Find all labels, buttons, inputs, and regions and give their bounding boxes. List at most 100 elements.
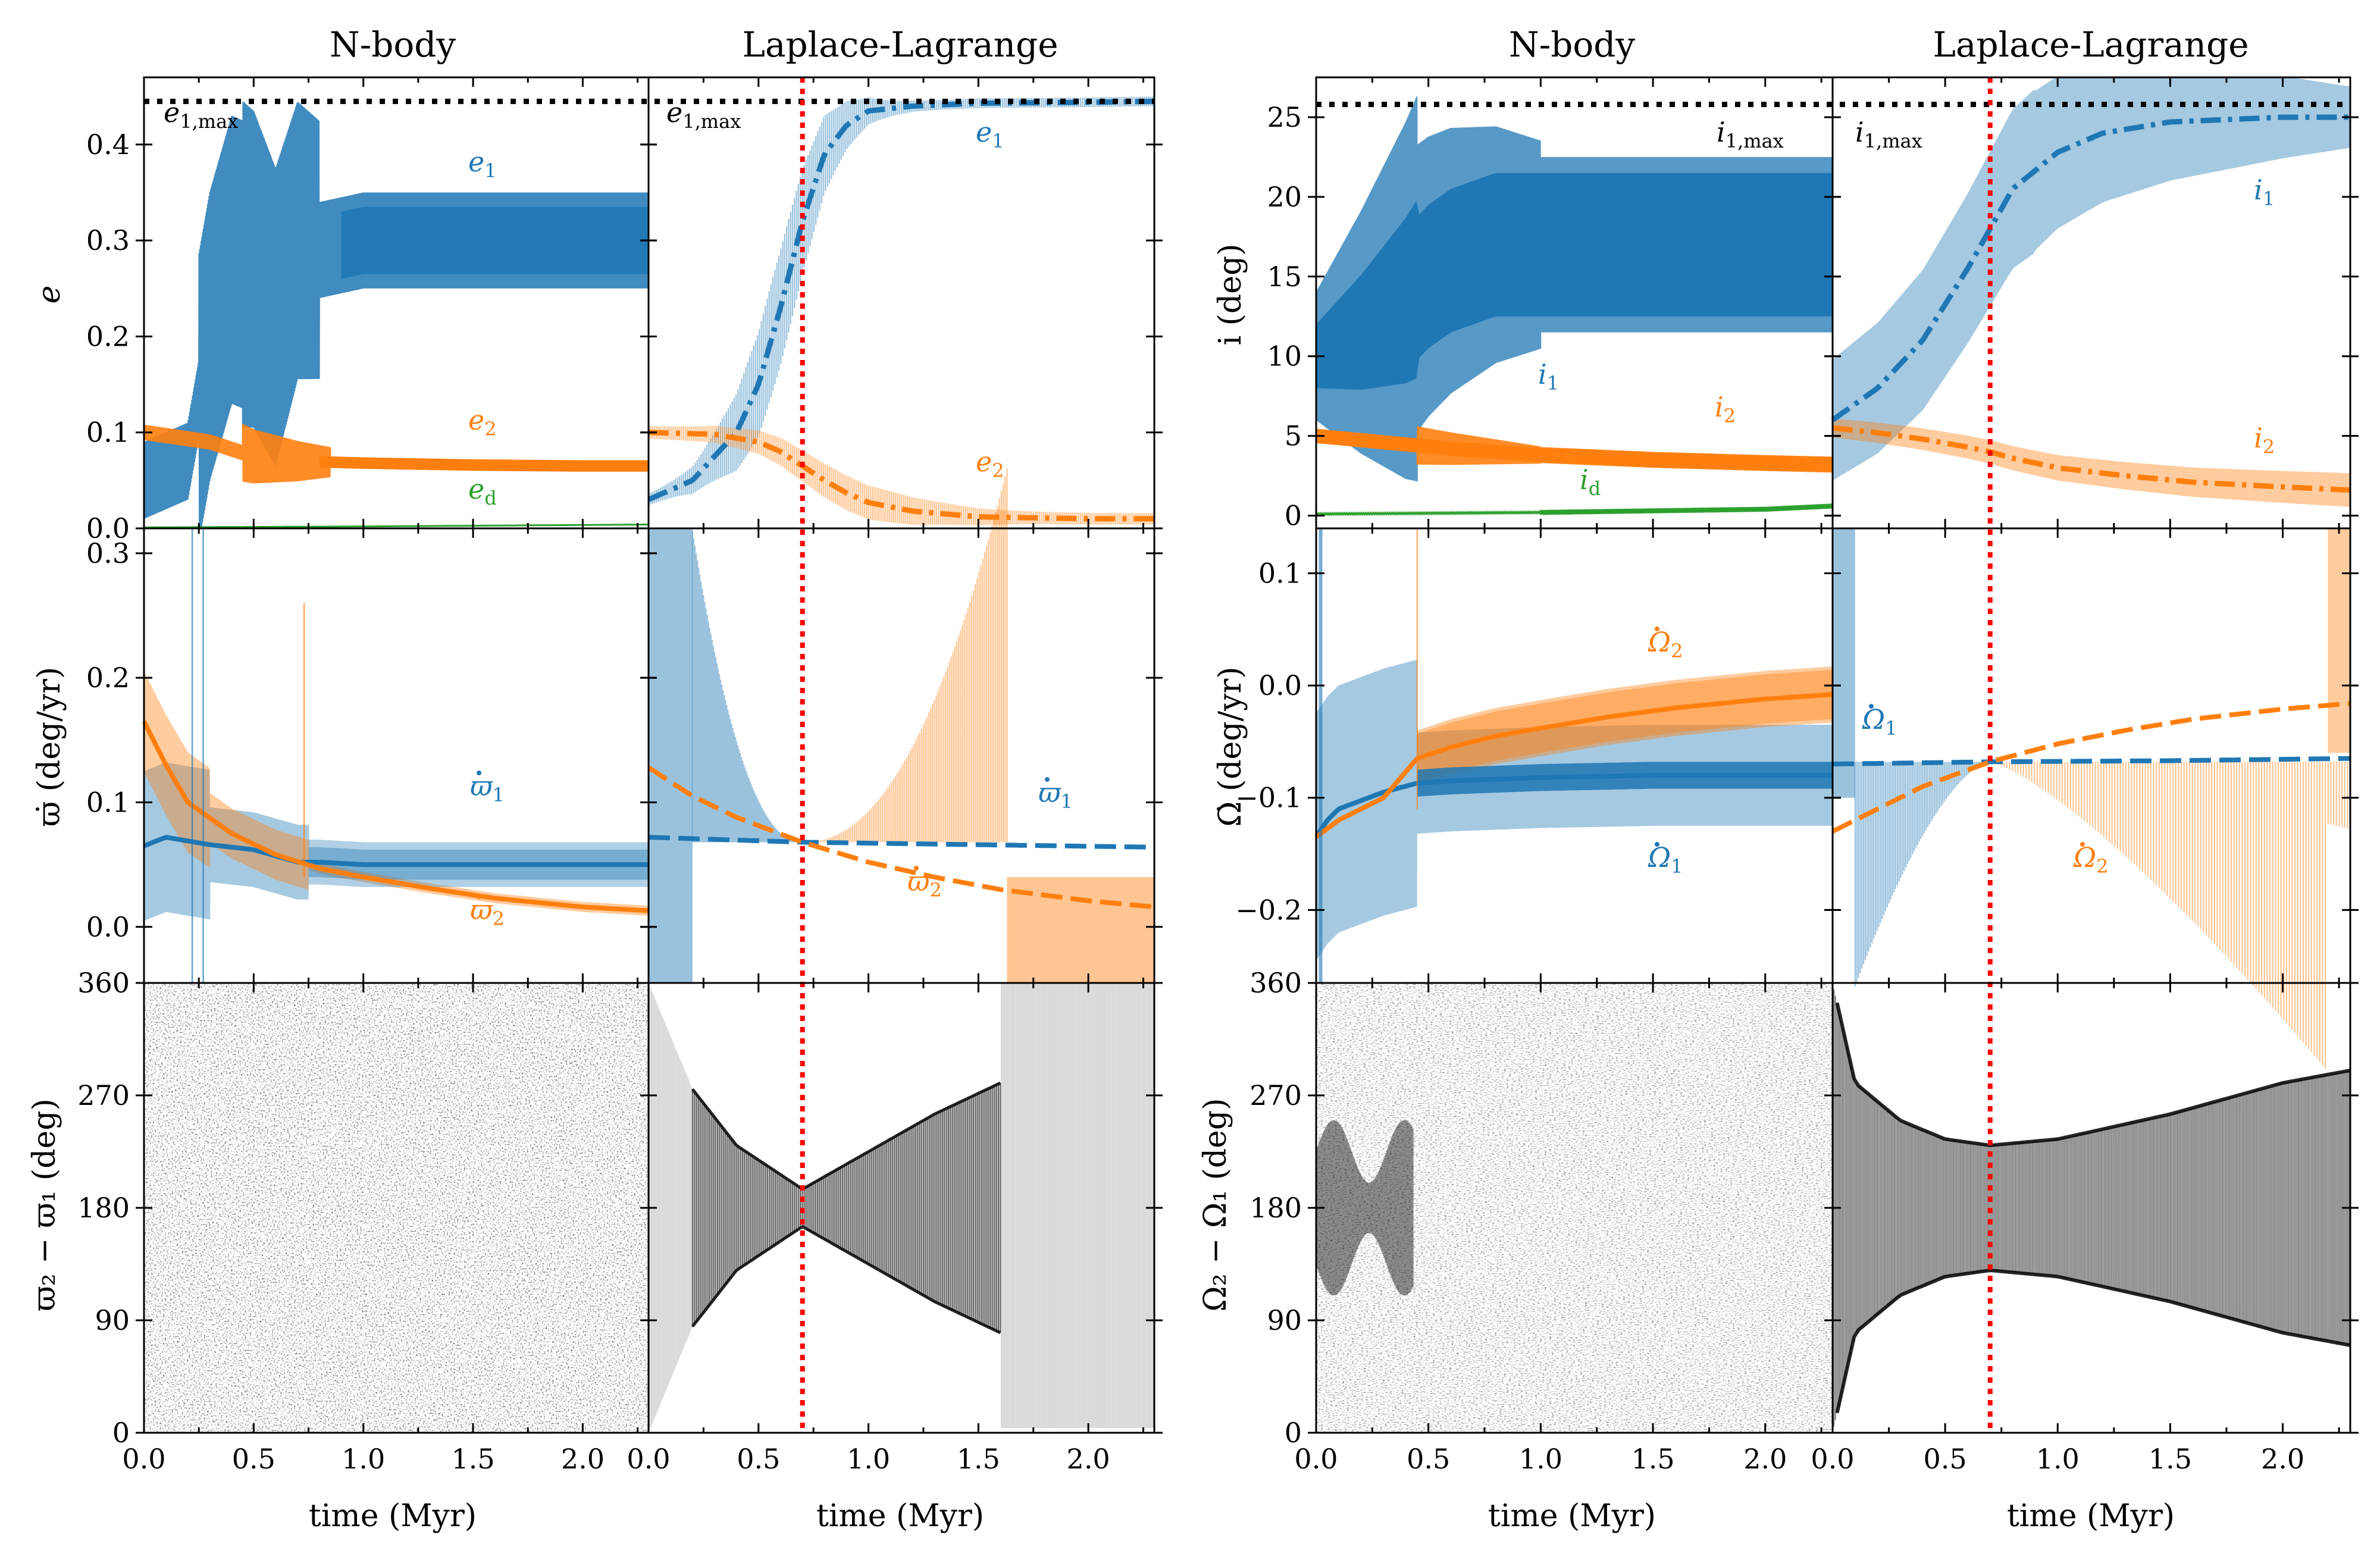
xtick-c0-3: 1.5: [451, 1443, 494, 1475]
ytick-c2-r0-1: 5: [1285, 420, 1302, 452]
O2-fan: [1992, 762, 2351, 1069]
nodal-envelope: [1831, 983, 2351, 1428]
ytick-c2-r0-4: 20: [1267, 181, 1302, 213]
w2-mean: [143, 720, 649, 913]
w2-oscillation: [143, 672, 649, 916]
xtick-c3-0: 0.0: [1811, 1443, 1854, 1475]
ytick-c2-r2-4: 360: [1250, 967, 1302, 999]
O2-band: [1417, 669, 1833, 784]
e2-mean: [648, 430, 1154, 522]
label-w2-ll: ϖ2: [907, 865, 942, 901]
label-e1-nbody: e1: [468, 146, 497, 182]
xtick-c2-1: 0.5: [1407, 1443, 1450, 1475]
O1-band: [1417, 762, 1833, 797]
w1-band-left: [649, 528, 693, 983]
w1-fan: [691, 531, 802, 843]
i1-oscillation: [1315, 96, 1834, 482]
label-O1-ll-dot: [1869, 704, 1874, 709]
ticks-c3-r0: [1824, 77, 2359, 528]
ll-varpi-dot-marks: [647, 468, 1154, 983]
O1-fan: [1854, 762, 1989, 987]
xlabel-left-nbody: time (Myr): [309, 1498, 477, 1534]
xtick-c2-0: 0.0: [1294, 1443, 1338, 1475]
label-i1-nbody: i1: [1538, 358, 1559, 394]
ytick-c0-r1-0: 0.0: [86, 911, 130, 943]
ticks-c3-r2: [1824, 982, 2359, 1434]
w1-oscillation: [143, 762, 649, 921]
label-w1-nbody-dot: [477, 771, 481, 775]
xtick-c1-2: 1.0: [847, 1443, 890, 1475]
panel-frame-c0-r1: [143, 527, 650, 984]
w2-mean: [647, 765, 1154, 910]
i1-band: [1833, 77, 2350, 481]
xtick-c0-0: 0.0: [122, 1443, 165, 1475]
i1-band: [1316, 173, 1833, 390]
label-O1-ll: Ω1: [1862, 703, 1897, 740]
ylabel-delta-omega: Ω₂ − Ω₁ (deg): [1198, 1098, 1233, 1312]
ytick-c2-r1-0: −0.2: [1235, 894, 1302, 926]
ytick-c2-r2-2: 180: [1250, 1192, 1302, 1224]
label-e2-nbody: e2: [468, 404, 497, 440]
label-ed-nbody: ed: [468, 473, 497, 509]
ll-inclination-marks: [1831, 77, 2351, 508]
ed-series: [144, 524, 649, 528]
O2-mean: [1831, 701, 2351, 834]
label-O2-ll-dot: [2080, 842, 2085, 847]
title-left-nbody: N-body: [330, 24, 456, 65]
ytick-c2-r1-3: 0.1: [1258, 557, 1302, 589]
apsidal-edge-dn: [691, 1225, 1001, 1335]
label-i2-ll: i2: [2254, 422, 2275, 458]
nbody-apsidal-texture: [144, 983, 649, 1433]
label-e1max-ll: e1,max: [666, 96, 741, 133]
xtick-c1-1: 0.5: [737, 1443, 780, 1475]
nodal-edge-up: [1835, 1002, 2351, 1147]
i2-band: [1316, 428, 1833, 472]
xlabel-right-ll: time (Myr): [2007, 1498, 2175, 1534]
label-O1-nbody-dot: [1655, 842, 1659, 847]
e1-series: [143, 101, 650, 529]
xlabel-right-nbody: time (Myr): [1488, 1498, 1656, 1534]
ticks-c3-r1: [1824, 528, 2359, 983]
w2-fan: [805, 468, 1008, 843]
apsidal-fill: [648, 983, 1154, 1428]
label-w2-ll-dot: [914, 866, 919, 870]
O1-band-left: [1833, 528, 1855, 798]
ylabel-delta-varpi: ϖ₂ − ϖ₁ (deg): [27, 1098, 62, 1311]
label-O2-nbody: Ω2: [1648, 626, 1683, 662]
xtick-c3-4: 2.0: [2261, 1443, 2304, 1475]
O1-oscillation: [1316, 659, 1833, 961]
nbody-nodal-texture: [1316, 983, 1833, 1433]
xtick-c0-4: 2.0: [561, 1443, 605, 1475]
nbody-eccentricity-marks: [143, 101, 650, 529]
ll-eccentricity-marks: [647, 96, 1154, 525]
ytick-c0-r0-0: 0.0: [86, 512, 130, 544]
O2-band-right: [2328, 528, 2350, 753]
xtick-c2-4: 2.0: [1743, 1443, 1787, 1475]
ytick-c2-r0-2: 10: [1267, 340, 1302, 372]
xtick-c2-2: 1.0: [1519, 1443, 1562, 1475]
ytick-c2-r2-1: 90: [1267, 1304, 1302, 1336]
xtick-c3-3: 1.5: [2149, 1443, 2192, 1475]
ytick-c2-r1-2: 0.0: [1258, 669, 1302, 702]
O2-oscillation: [1416, 666, 1833, 787]
label-w1-ll: ϖ1: [1038, 776, 1073, 813]
ytick-c0-r2-2: 180: [77, 1192, 130, 1224]
i2-mean: [1832, 425, 2351, 493]
ticks-c1-r1: [640, 528, 1163, 983]
ytick-c0-r2-0: 0: [112, 1417, 130, 1449]
label-O2-ll: Ω2: [2073, 841, 2109, 878]
label-O1-nbody: Ω1: [1648, 841, 1683, 878]
O2-mean: [1315, 692, 1833, 839]
ytick-c2-r2-3: 270: [1250, 1079, 1302, 1111]
ytick-c0-r1-1: 0.1: [86, 786, 130, 818]
label-e2-ll: e2: [976, 446, 1004, 482]
label-O2-nbody-dot: [1655, 627, 1659, 631]
ytick-c0-r0-4: 0.4: [86, 129, 130, 161]
apsidal-edge-up: [691, 1081, 1001, 1191]
O1-mean: [1315, 773, 1833, 839]
ylabel-omega-dot: Ω̇ (deg/yr): [1213, 666, 1248, 826]
ytick-c2-r0-0: 0: [1285, 500, 1302, 532]
title-left-laplace-lagrange: Laplace-Lagrange: [742, 24, 1058, 65]
xtick-c1-0: 0.0: [627, 1443, 670, 1475]
